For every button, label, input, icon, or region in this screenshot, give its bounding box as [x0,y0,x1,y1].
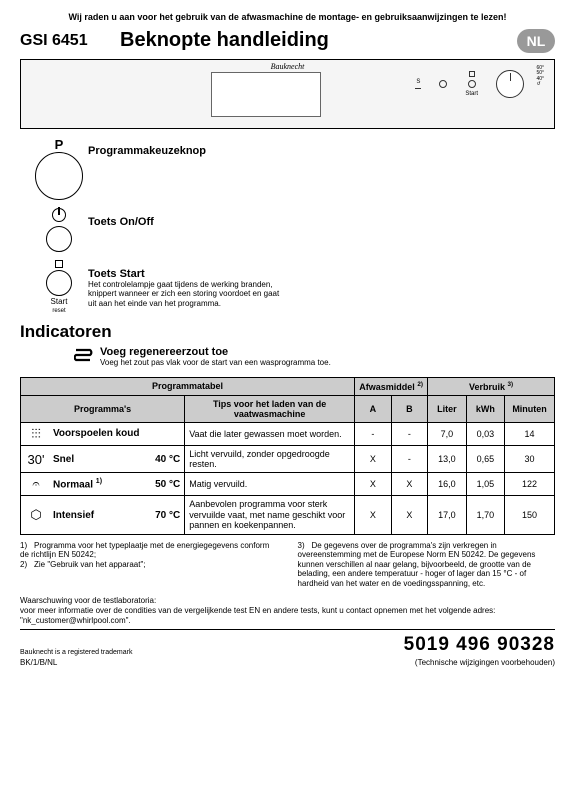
page-title: Beknopte handleiding [120,29,517,52]
program-temp: 70 °C [155,510,180,521]
salt-desc: Voeg het zout pas vlak voor de start van… [100,358,555,368]
th-tips: Tips voor het laden van de vaatwasmachin… [185,395,355,422]
program-name: Normaal 1) [53,478,149,490]
th-b: B [391,395,428,422]
salt-icon [70,346,100,369]
salt-title: Voeg regenereerzout toe [100,346,555,358]
program-table: Programmatabel Afwasmiddel 2) Verbruik 3… [20,377,555,535]
th-liter: Liter [428,395,467,422]
footnote-3: De gegevens over de programma's zijn ver… [298,541,536,588]
program-tip: Aanbevolen programma voor sterk vervuild… [185,496,355,534]
panel-start: Start [465,71,478,97]
panel-start-label: Start [465,91,478,97]
onoff-label: Toets On/Off [88,216,555,228]
language-badge: NL [517,29,555,53]
program-icon: ⫶⫶⫶ [25,426,47,442]
program-name: Intensief [53,510,149,521]
panel-dial [496,70,524,98]
program-knob-icon [35,152,83,200]
cell-a: X [355,496,392,534]
cell-kwh: 0,65 [466,445,505,473]
cell-min: 122 [505,473,555,496]
indicators-heading: Indicatoren [20,322,555,342]
start-button-icon [46,270,72,296]
table-row: 30' Snel 40 °C Licht vervuild, zonder opged… [21,445,555,473]
control-panel-diagram: Bauknecht S Start P 60°50°40°↺ [20,59,555,129]
start-label: Toets Start [88,268,555,280]
cell-kwh: 1,05 [466,473,505,496]
control-program-knob: P Programmakeuzeknop [30,137,555,200]
brand-logo: Bauknecht [271,62,305,71]
disclaimer: (Technische wijzigingen voorbehouden) [415,658,555,667]
cell-min: 14 [505,422,555,445]
top-warning: Wij raden u aan voor het gebruik van de … [20,12,555,23]
cell-kwh: 1,70 [466,496,505,534]
model-number: GSI 6451 [20,32,120,50]
panel-salt-indicator: S [415,79,421,89]
onoff-symbol [52,208,66,222]
cell-a: X [355,473,392,496]
program-icon: 30' [25,452,47,467]
part-number: 5019 496 90328 [404,634,555,656]
cell-b: - [391,422,428,445]
program-symbol: P [55,137,64,152]
panel-controls: S Start P 60°50°40°↺ [415,70,524,98]
start-button-caption: Startreset [51,298,68,314]
cell-min: 30 [505,445,555,473]
last-line: BK/1/B/NL (Technische wijzigingen voorbe… [20,658,555,667]
th-kwh: kWh [466,395,505,422]
th-min: Minuten [505,395,555,422]
trademark: Bauknecht is a registered trademark [20,649,132,656]
program-name: Snel [53,454,149,465]
cell-liter: 13,0 [428,445,467,473]
control-start: Startreset Toets Start Het controlelampj… [30,260,555,314]
controls-section: P Programmakeuzeknop Toets On/Off Startr… [30,137,555,314]
th-a: A [355,395,392,422]
footnote-2: Zie "Gebruik van het apparaat"; [34,560,146,569]
cell-b: X [391,496,428,534]
th-detergent: Afwasmiddel 2) [355,377,428,395]
panel-onoff [439,80,447,88]
footnotes: 1)Programma voor het typeplaatje met de … [20,541,555,589]
table-row: ⫶⫶⫶ Voorspoelen koud Vaat die later gewass… [21,422,555,445]
program-name: Voorspoelen koud [53,428,174,439]
th-prog: Programma's [21,395,185,422]
control-onoff: Toets On/Off [30,208,555,252]
cell-a: X [355,445,392,473]
th-usage: Verbruik 3) [428,377,555,395]
doc-code: BK/1/B/NL [20,658,57,667]
panel-dial-marks: 60°50°40°↺ [536,66,544,88]
program-temp: 50 °C [155,479,180,490]
cell-b: - [391,445,428,473]
th-main: Programmatabel [21,377,355,395]
onoff-button-icon [46,226,72,252]
cell-kwh: 0,03 [466,422,505,445]
cell-liter: 7,0 [428,422,467,445]
program-knob-label: Programmakeuzeknop [88,145,555,157]
cell-a: - [355,422,392,445]
lab-warning: Waarschuwing voor de testlaboratoria: vo… [20,596,555,625]
cell-b: X [391,473,428,496]
start-desc: Het controlelampje gaat tijdens de werki… [88,280,288,309]
table-row: ⬡ Intensief 70 °C Aanbevolen programma voor… [21,496,555,534]
program-tip: Vaat die later gewassen moet worden. [185,422,355,445]
panel-display [211,72,321,117]
footer: Bauknecht is a registered trademark 5019… [20,629,555,656]
cell-liter: 17,0 [428,496,467,534]
cell-liter: 16,0 [428,473,467,496]
program-temp: 40 °C [155,454,180,465]
panel-dial-wrap: P 60°50°40°↺ [496,70,524,98]
cell-min: 150 [505,496,555,534]
program-icon: 𝄐 [25,476,47,492]
footnote-1: Programma voor het typeplaatje met de en… [20,541,269,560]
program-tip: Matig vervuild. [185,473,355,496]
program-tip: Licht vervuild, zonder opgedroogde reste… [185,445,355,473]
table-row: 𝄐Normaal 1)50 °CMatig vervuild.XX16,01,0… [21,473,555,496]
title-row: GSI 6451 Beknopte handleiding NL [20,29,555,53]
start-symbol [55,260,63,268]
indicator-salt: Voeg regenereerzout toe Voeg het zout pa… [70,346,555,369]
program-icon: ⬡ [25,507,47,523]
